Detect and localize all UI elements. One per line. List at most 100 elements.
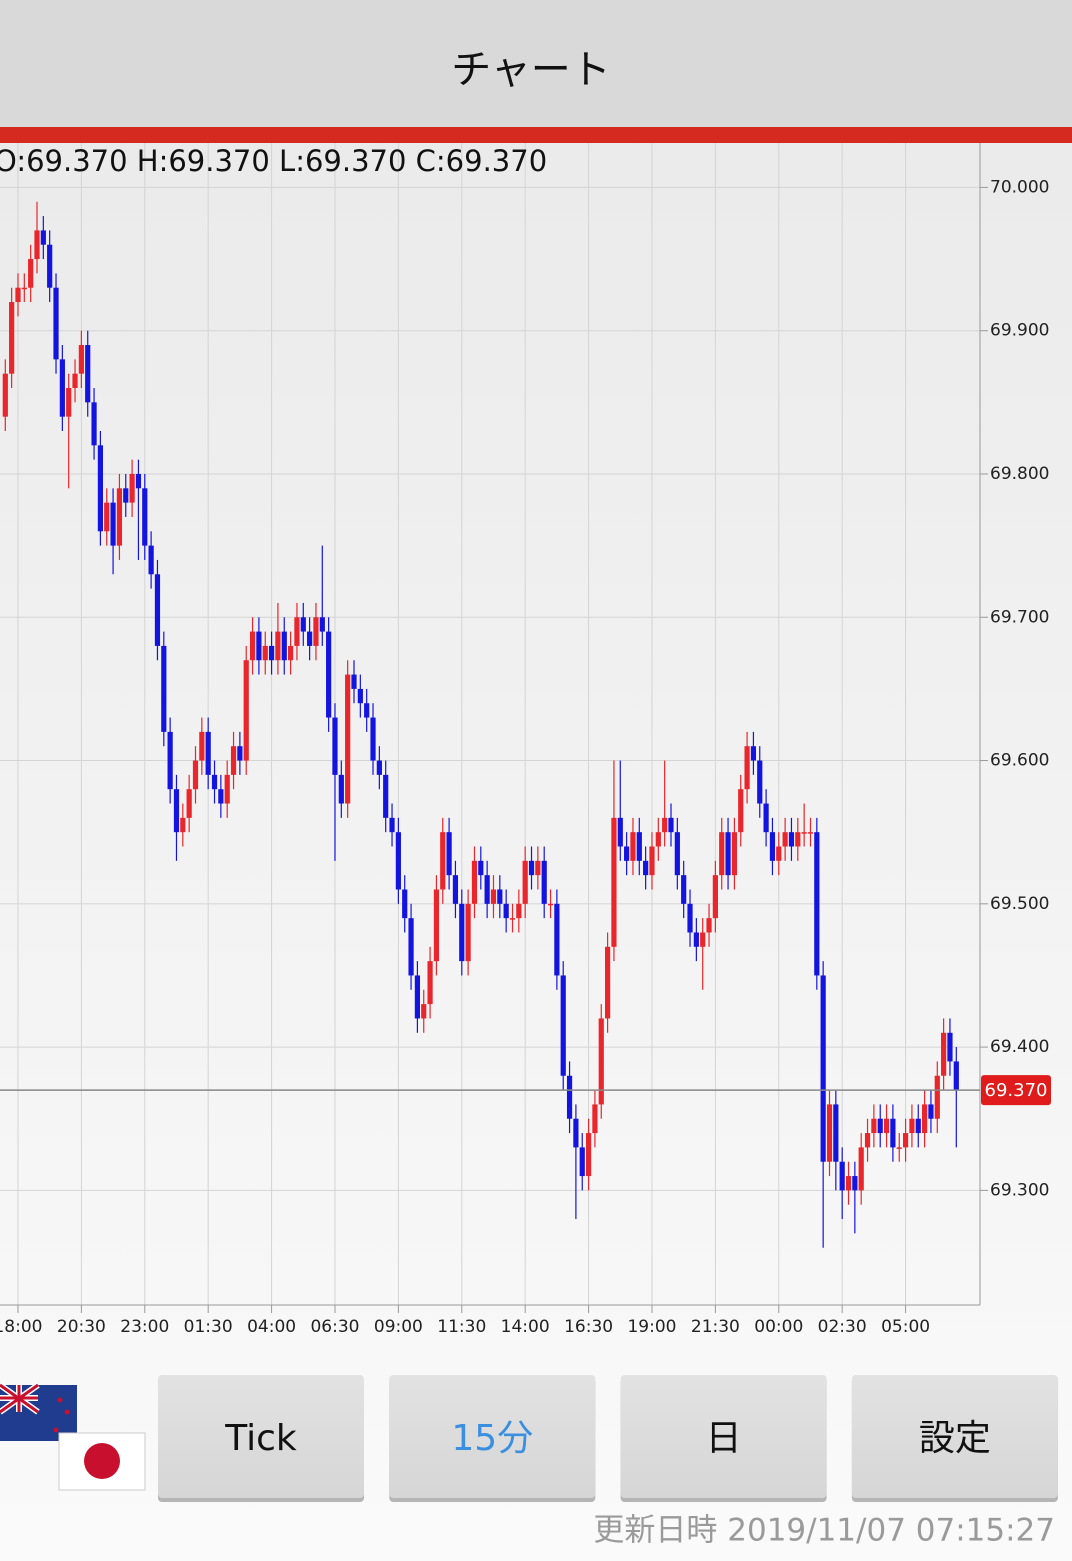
button-face[interactable] xyxy=(620,1375,827,1498)
y-tick-label: 69.500 xyxy=(990,894,1049,914)
candle-body xyxy=(788,832,795,847)
candle-body xyxy=(674,832,680,876)
candle-body xyxy=(192,760,199,790)
candle-body xyxy=(490,889,497,904)
candle-body xyxy=(833,1104,839,1162)
candle-body xyxy=(319,617,325,632)
candle-body xyxy=(446,832,452,876)
candle-body xyxy=(858,1147,864,1191)
candle-body xyxy=(15,287,21,303)
x-tick-label: 00:00 xyxy=(754,1317,803,1337)
candle-body xyxy=(700,932,706,947)
candle-body xyxy=(452,875,459,904)
candle-body xyxy=(484,875,490,904)
button-label[interactable]: 日 xyxy=(706,1418,742,1459)
candle-body xyxy=(91,402,97,446)
candle-body xyxy=(522,860,528,904)
candle-body xyxy=(668,817,674,833)
candle-body xyxy=(262,645,268,661)
x-tick-label: 04:00 xyxy=(247,1317,296,1337)
candle-body xyxy=(199,731,205,761)
x-tick-label: 14:00 xyxy=(501,1317,550,1337)
update-time: 更新日時 2019/11/07 07:15:27 xyxy=(593,1513,1055,1549)
y-tick-label: 69.600 xyxy=(990,751,1049,771)
candle-body xyxy=(300,617,306,632)
candle-body xyxy=(338,774,344,804)
nz-star xyxy=(53,1427,59,1433)
ohlc-header: O:69.370 H:69.370 L:69.370 C:69.370 xyxy=(0,144,547,178)
candle-body xyxy=(681,875,687,904)
candle-body xyxy=(281,631,287,661)
candle-body xyxy=(66,388,72,417)
button-label[interactable]: 15分 xyxy=(451,1418,533,1459)
y-tick-label: 69.700 xyxy=(990,607,1049,627)
candle-body xyxy=(307,631,313,646)
button-face[interactable] xyxy=(158,1375,364,1498)
candle-body xyxy=(826,1104,833,1162)
candle-body xyxy=(408,918,414,976)
candle-body xyxy=(560,975,566,1076)
candle-body xyxy=(909,1118,915,1134)
candle-body xyxy=(59,359,65,417)
title-bar xyxy=(0,0,1072,127)
mode-button[interactable]: Tick xyxy=(158,1375,364,1502)
candle-body xyxy=(662,817,668,833)
button-face[interactable] xyxy=(851,1375,1058,1498)
candle-body xyxy=(877,1118,883,1134)
candle-body xyxy=(915,1118,921,1134)
candle-body xyxy=(167,731,173,790)
candle-body xyxy=(757,760,763,804)
candle-body xyxy=(237,746,243,761)
candle-body xyxy=(573,1118,579,1148)
candle-body xyxy=(135,473,142,489)
candle-body xyxy=(154,574,161,646)
button-face[interactable] xyxy=(389,1375,596,1498)
candle-body xyxy=(763,803,769,833)
nz-star xyxy=(57,1397,63,1403)
candle-body xyxy=(605,946,611,1019)
candle-body xyxy=(161,645,167,732)
mode-button[interactable]: 15分 xyxy=(389,1375,596,1502)
candle-body xyxy=(852,1176,858,1191)
candle-body xyxy=(370,717,376,761)
candle-body xyxy=(471,860,478,904)
candle-body xyxy=(72,373,78,389)
candle-body xyxy=(928,1104,934,1119)
candle-body xyxy=(275,631,281,661)
candle-body xyxy=(719,832,725,876)
candle-body xyxy=(40,230,46,245)
mode-button[interactable]: 日 xyxy=(620,1375,827,1502)
candle-body xyxy=(129,473,135,503)
candle-body xyxy=(922,1104,928,1134)
x-tick-label: 02:30 xyxy=(818,1317,867,1337)
button-row: Tick 15分 日 設定 xyxy=(158,1375,1058,1502)
candle-body xyxy=(547,903,554,906)
candle-body xyxy=(566,1075,573,1119)
candle-body xyxy=(2,373,8,417)
candle-body xyxy=(421,1004,427,1019)
candle-body xyxy=(104,502,110,532)
candle-body xyxy=(383,774,389,818)
button-label[interactable]: Tick xyxy=(224,1418,297,1459)
candle-body xyxy=(389,817,395,833)
button-label[interactable]: 設定 xyxy=(919,1418,991,1459)
candle-body xyxy=(116,488,123,546)
x-tick-label: 21:30 xyxy=(691,1317,740,1337)
mode-button[interactable]: 設定 xyxy=(851,1375,1058,1502)
x-tick-label: 06:30 xyxy=(310,1317,359,1337)
candle-body xyxy=(357,688,363,704)
candle-body xyxy=(883,1118,890,1134)
candle-body xyxy=(313,617,319,646)
candle-body xyxy=(85,345,91,403)
candle-body xyxy=(9,302,15,374)
candle-body xyxy=(459,903,465,962)
candle-body xyxy=(123,488,129,503)
candle-body xyxy=(268,645,275,661)
candle-body xyxy=(97,445,103,532)
candle-body xyxy=(528,860,535,876)
candle-body xyxy=(554,903,560,976)
candle-body xyxy=(541,860,547,904)
